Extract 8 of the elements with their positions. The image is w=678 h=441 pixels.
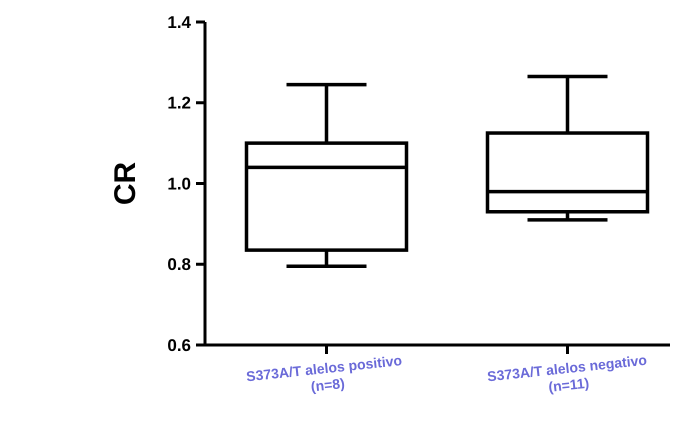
y-tick-label: 1.2 — [167, 94, 191, 113]
y-tick-label: 1.4 — [167, 12, 192, 32]
y-axis-title: CR — [109, 162, 142, 206]
y-tick-label: 0.8 — [167, 255, 191, 274]
x-tick-label: S373A/T alelos negativo (n=11) — [486, 352, 648, 395]
y-tick-label: 1.0 — [167, 174, 191, 194]
y-tick-label: 0.6 — [167, 336, 191, 355]
x-tick-label: S373A/T alelos positivo (n=8) — [245, 352, 407, 394]
